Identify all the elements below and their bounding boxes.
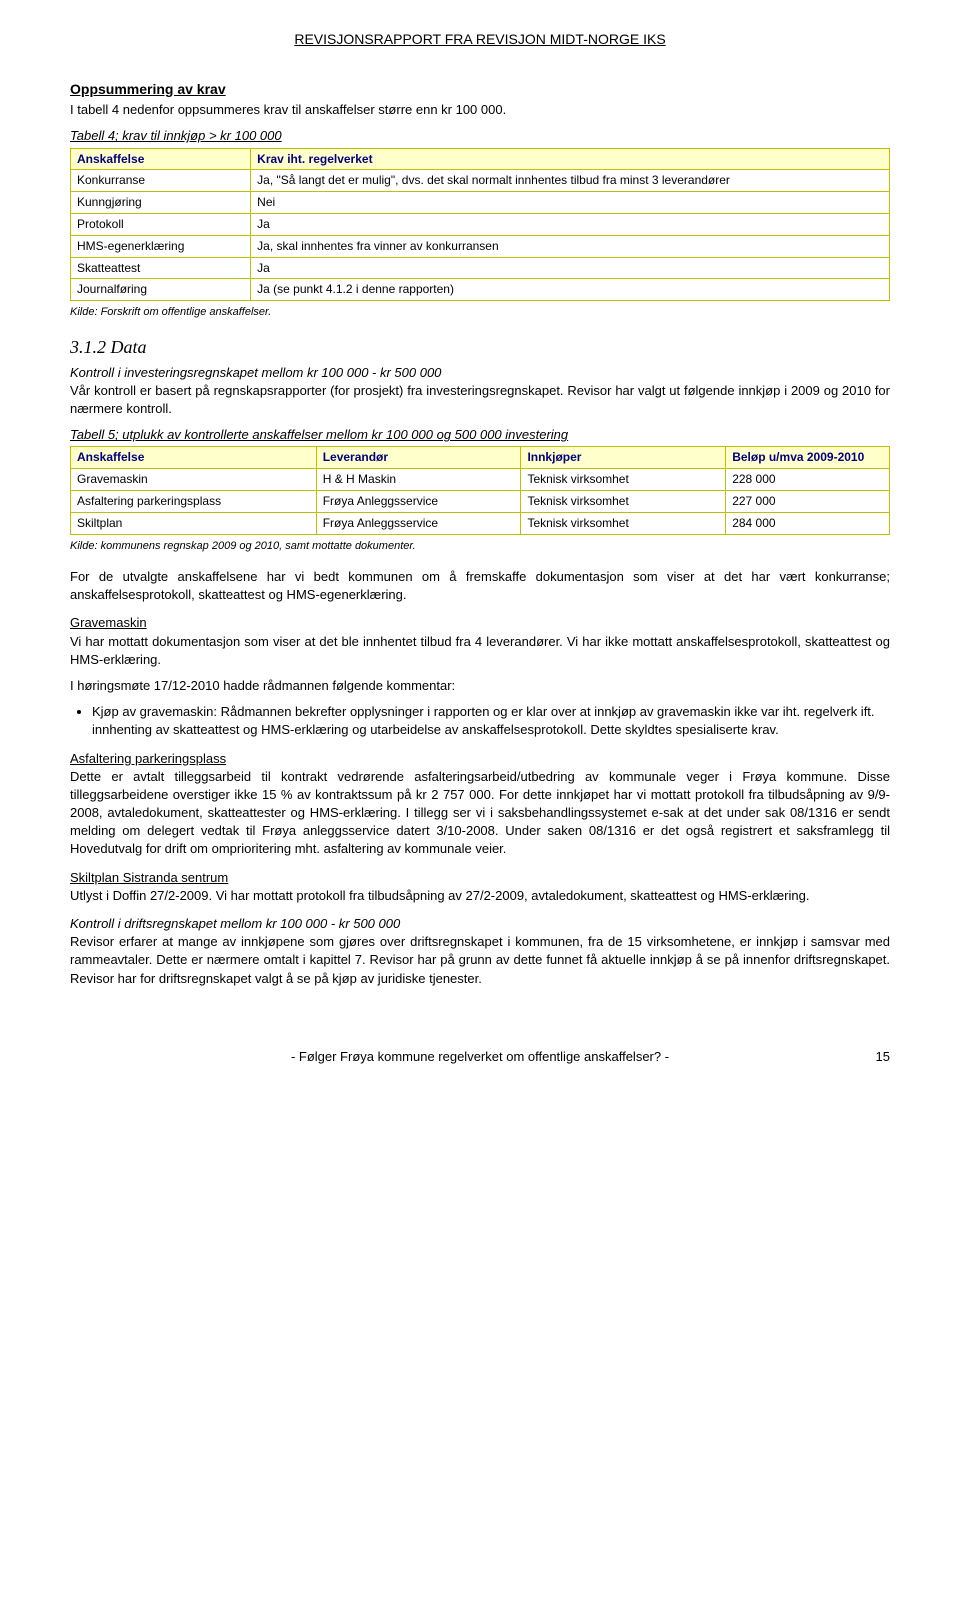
table5-col3: Beløp u/mva 2009-2010 (726, 447, 890, 469)
cell: Gravemaskin (71, 469, 317, 491)
section-title-oppsummering: Oppsummering av krav (70, 80, 890, 100)
cell: Teknisk virksomhet (521, 491, 726, 513)
paragraph-invest: Vår kontroll er basert på regnskapsrappo… (70, 382, 890, 418)
table5-col1: Leverandør (316, 447, 521, 469)
report-header: REVISJONSRAPPORT FRA REVISJON MIDT-NORGE… (70, 30, 890, 50)
cell: H & H Maskin (316, 469, 521, 491)
table-row: Gravemaskin H & H Maskin Teknisk virksom… (71, 469, 890, 491)
table4-source: Kilde: Forskrift om offentlige anskaffel… (70, 305, 890, 320)
cell: Konkurranse (71, 170, 251, 192)
cell: Journalføring (71, 279, 251, 301)
cell: Ja (se punkt 4.1.2 i denne rapporten) (251, 279, 890, 301)
heading-312: 3.1.2 Data (70, 335, 890, 360)
paragraph-after-t5: For de utvalgte anskaffelsene har vi bed… (70, 568, 890, 604)
cell: HMS-egenerklæring (71, 235, 251, 257)
paragraph-asfalt: Dette er avtalt tilleggsarbeid til kontr… (70, 768, 890, 859)
table-row: Skiltplan Frøya Anleggsservice Teknisk v… (71, 512, 890, 534)
table4: Anskaffelse Krav iht. regelverket Konkur… (70, 148, 890, 302)
cell: 284 000 (726, 512, 890, 534)
table5-caption: Tabell 5; utplukk av kontrollerte anskaf… (70, 426, 890, 444)
paragraph-drift: Revisor erfarer at mange av innkjøpene s… (70, 933, 890, 988)
cell: Ja, skal innhentes fra vinner av konkurr… (251, 235, 890, 257)
cell: Skatteattest (71, 257, 251, 279)
table5: Anskaffelse Leverandør Innkjøper Beløp u… (70, 446, 890, 534)
subhead-drift: Kontroll i driftsregnskapet mellom kr 10… (70, 915, 890, 933)
cell: Ja (251, 213, 890, 235)
cell: Kunngjøring (71, 192, 251, 214)
paragraph-horing-intro: I høringsmøte 17/12-2010 hadde rådmannen… (70, 677, 890, 695)
subheading-invest: Kontroll i investeringsregnskapet mellom… (70, 364, 890, 382)
cell: Teknisk virksomhet (521, 469, 726, 491)
table4-caption: Tabell 4; krav til innkjøp > kr 100 000 (70, 127, 890, 145)
cell: Ja (251, 257, 890, 279)
cell: Frøya Anleggsservice (316, 491, 521, 513)
cell: Skiltplan (71, 512, 317, 534)
table-row: ProtokollJa (71, 213, 890, 235)
paragraph-skilt: Utlyst i Doffin 27/2-2009. Vi har mottat… (70, 887, 890, 905)
table5-col0: Anskaffelse (71, 447, 317, 469)
horing-bullets: Kjøp av gravemaskin: Rådmannen bekrefter… (92, 703, 890, 739)
table4-col1: Krav iht. regelverket (251, 148, 890, 170)
cell: 227 000 (726, 491, 890, 513)
list-item: Kjøp av gravemaskin: Rådmannen bekrefter… (92, 703, 890, 739)
cell: 228 000 (726, 469, 890, 491)
subhead-skilt: Skiltplan Sistranda sentrum (70, 869, 890, 887)
table-row: Asfaltering parkeringsplass Frøya Anlegg… (71, 491, 890, 513)
table-row: KonkurranseJa, "Så langt det er mulig", … (71, 170, 890, 192)
subhead-gravemaskin: Gravemaskin (70, 614, 890, 632)
page-number: 15 (850, 1048, 890, 1066)
table-row: JournalføringJa (se punkt 4.1.2 i denne … (71, 279, 890, 301)
cell: Frøya Anleggsservice (316, 512, 521, 534)
cell: Ja, "Så langt det er mulig", dvs. det sk… (251, 170, 890, 192)
subhead-asfalt: Asfaltering parkeringsplass (70, 750, 890, 768)
cell: Teknisk virksomhet (521, 512, 726, 534)
paragraph-gravemaskin: Vi har mottatt dokumentasjon som viser a… (70, 633, 890, 669)
cell: Protokoll (71, 213, 251, 235)
cell: Asfaltering parkeringsplass (71, 491, 317, 513)
table-row: SkatteattestJa (71, 257, 890, 279)
table5-col2: Innkjøper (521, 447, 726, 469)
table-row: HMS-egenerklæringJa, skal innhentes fra … (71, 235, 890, 257)
intro-paragraph: I tabell 4 nedenfor oppsummeres krav til… (70, 101, 890, 119)
table-row: KunngjøringNei (71, 192, 890, 214)
table5-source: Kilde: kommunens regnskap 2009 og 2010, … (70, 539, 890, 554)
table4-col0: Anskaffelse (71, 148, 251, 170)
footer-text: - Følger Frøya kommune regelverket om of… (110, 1048, 850, 1066)
cell: Nei (251, 192, 890, 214)
